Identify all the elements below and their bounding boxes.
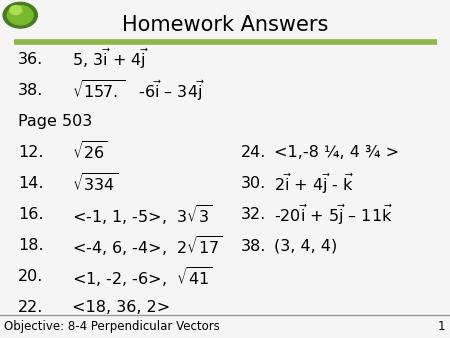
Circle shape [3, 2, 37, 28]
Text: <1,-8 ¼, 4 ¾ >: <1,-8 ¼, 4 ¾ > [274, 145, 400, 160]
Text: 32.: 32. [241, 208, 266, 222]
Text: 20.: 20. [18, 269, 43, 284]
Circle shape [10, 6, 22, 15]
Text: 1: 1 [438, 320, 446, 333]
Text: $\sqrt{334}$: $\sqrt{334}$ [72, 172, 118, 195]
Text: <-4, 6, -4>,  $2\sqrt{17}$: <-4, 6, -4>, $2\sqrt{17}$ [72, 234, 223, 258]
Text: 22.: 22. [18, 300, 43, 315]
Text: <-1, 1, -5>,  $3\sqrt{3}$: <-1, 1, -5>, $3\sqrt{3}$ [72, 203, 212, 226]
Circle shape [7, 6, 33, 25]
Text: <18, 36, 2>: <18, 36, 2> [72, 300, 170, 315]
Text: 38.: 38. [241, 239, 266, 254]
Text: 14.: 14. [18, 176, 44, 191]
Text: 24.: 24. [241, 145, 266, 160]
Text: 18.: 18. [18, 238, 44, 253]
Text: Homework Answers: Homework Answers [122, 15, 328, 35]
Text: (3, 4, 4): (3, 4, 4) [274, 239, 338, 254]
Text: <1, -2, -6>,  $\sqrt{41}$: <1, -2, -6>, $\sqrt{41}$ [72, 265, 212, 289]
Text: 36.: 36. [18, 52, 43, 67]
Text: 5, 3$\mathdefault{\vec{i}}$ + 4$\mathdefault{\vec{j}}$: 5, 3$\mathdefault{\vec{i}}$ + 4$\mathdef… [72, 47, 149, 71]
Text: Objective: 8-4 Perpendicular Vectors: Objective: 8-4 Perpendicular Vectors [4, 320, 220, 333]
Text: $\sqrt{157.}$   -6$\mathdefault{\vec{i}}$ – 34$\mathdefault{\vec{j}}$: $\sqrt{157.}$ -6$\mathdefault{\vec{i}}$ … [72, 78, 206, 103]
Text: -20$\mathdefault{\vec{i}}$ + 5$\mathdefault{\vec{j}}$ – 11$\mathdefault{\vec{k}}: -20$\mathdefault{\vec{i}}$ + 5$\mathdefa… [274, 203, 393, 227]
Text: 2$\mathdefault{\vec{i}}$ + 4$\mathdefault{\vec{j}}$ - $\mathdefault{\vec{k}}$: 2$\mathdefault{\vec{i}}$ + 4$\mathdefaul… [274, 172, 355, 196]
Text: 16.: 16. [18, 207, 44, 222]
Text: 30.: 30. [241, 176, 266, 191]
Text: 38.: 38. [18, 83, 43, 98]
Text: 12.: 12. [18, 145, 44, 160]
Text: Page 503: Page 503 [18, 114, 92, 129]
Text: $\sqrt{26}$: $\sqrt{26}$ [72, 141, 108, 164]
